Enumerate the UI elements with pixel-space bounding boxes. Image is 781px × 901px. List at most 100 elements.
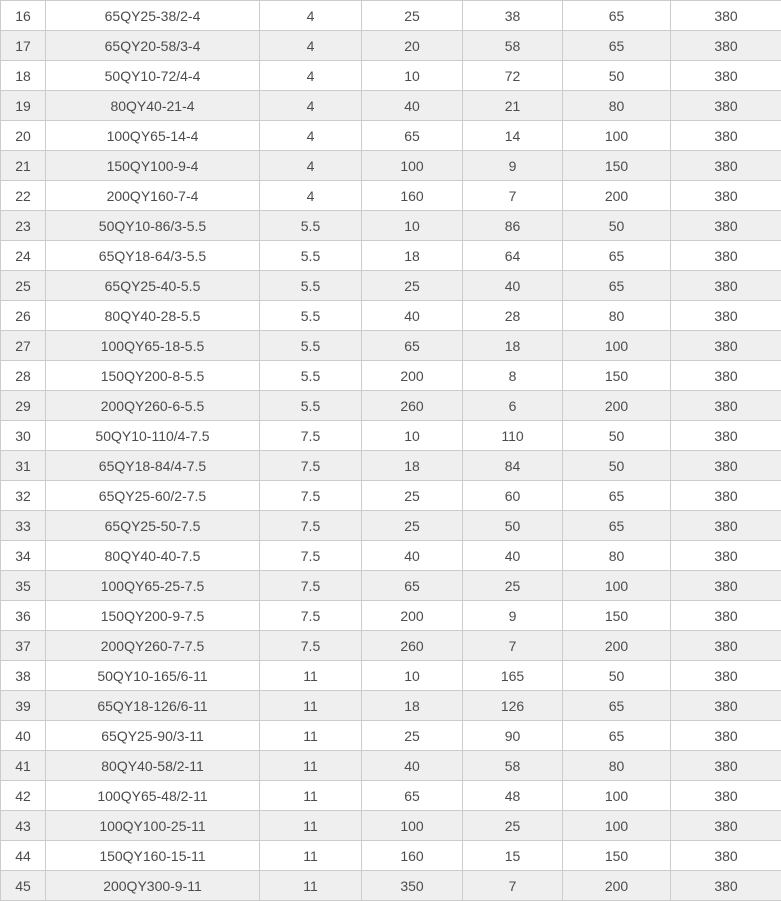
cell-outlet: 100 — [562, 810, 671, 841]
cell-head: 6 — [462, 390, 563, 421]
cell-voltage: 380 — [670, 510, 781, 541]
cell-outlet: 80 — [562, 750, 671, 781]
cell-model: 80QY40-28-5.5 — [45, 300, 260, 331]
cell-model: 80QY40-21-4 — [45, 90, 260, 121]
cell-head: 7 — [462, 630, 563, 661]
cell-head: 18 — [462, 330, 563, 361]
cell-power: 5.5 — [259, 330, 362, 361]
cell-model: 100QY65-25-7.5 — [45, 570, 260, 601]
cell-power: 5.5 — [259, 390, 362, 421]
cell-outlet: 50 — [562, 420, 671, 451]
cell-outlet: 65 — [562, 240, 671, 271]
table-row: 34 80QY40-40-7.5 7.5 40 40 80 380 — [0, 540, 781, 571]
table-row: 16 65QY25-38/2-4 4 25 38 65 380 — [0, 0, 781, 31]
cell-flow: 25 — [361, 270, 463, 301]
cell-row-number: 36 — [0, 600, 46, 631]
table-row: 29 200QY260-6-5.5 5.5 260 6 200 380 — [0, 390, 781, 421]
cell-power: 5.5 — [259, 210, 362, 241]
cell-head: 25 — [462, 810, 563, 841]
cell-flow: 20 — [361, 30, 463, 61]
cell-row-number: 33 — [0, 510, 46, 541]
cell-flow: 40 — [361, 540, 463, 571]
cell-power: 7.5 — [259, 420, 362, 451]
table-row: 24 65QY18-64/3-5.5 5.5 18 64 65 380 — [0, 240, 781, 271]
cell-outlet: 65 — [562, 270, 671, 301]
cell-row-number: 40 — [0, 720, 46, 751]
cell-model: 50QY10-86/3-5.5 — [45, 210, 260, 241]
cell-row-number: 45 — [0, 870, 46, 901]
cell-row-number: 42 — [0, 780, 46, 811]
cell-head: 7 — [462, 180, 563, 211]
cell-flow: 65 — [361, 330, 463, 361]
cell-head: 9 — [462, 150, 563, 181]
cell-flow: 65 — [361, 570, 463, 601]
cell-flow: 100 — [361, 150, 463, 181]
cell-voltage: 380 — [670, 240, 781, 271]
cell-voltage: 380 — [670, 30, 781, 61]
cell-outlet: 65 — [562, 510, 671, 541]
cell-outlet: 80 — [562, 90, 671, 121]
cell-head: 8 — [462, 360, 563, 391]
cell-row-number: 19 — [0, 90, 46, 121]
cell-head: 126 — [462, 690, 563, 721]
cell-flow: 18 — [361, 450, 463, 481]
table-row: 37 200QY260-7-7.5 7.5 260 7 200 380 — [0, 630, 781, 661]
table-row: 33 65QY25-50-7.5 7.5 25 50 65 380 — [0, 510, 781, 541]
cell-flow: 10 — [361, 210, 463, 241]
table-row: 20 100QY65-14-4 4 65 14 100 380 — [0, 120, 781, 151]
table-row: 32 65QY25-60/2-7.5 7.5 25 60 65 380 — [0, 480, 781, 511]
cell-power: 11 — [259, 780, 362, 811]
cell-voltage: 380 — [670, 210, 781, 241]
table-row: 45 200QY300-9-11 11 350 7 200 380 — [0, 870, 781, 901]
cell-flow: 260 — [361, 390, 463, 421]
cell-voltage: 380 — [670, 630, 781, 661]
cell-head: 84 — [462, 450, 563, 481]
cell-head: 40 — [462, 270, 563, 301]
cell-power: 11 — [259, 810, 362, 841]
cell-head: 48 — [462, 780, 563, 811]
cell-flow: 25 — [361, 0, 463, 31]
cell-outlet: 200 — [562, 630, 671, 661]
cell-outlet: 65 — [562, 480, 671, 511]
cell-voltage: 380 — [670, 870, 781, 901]
cell-flow: 260 — [361, 630, 463, 661]
cell-flow: 40 — [361, 90, 463, 121]
cell-outlet: 80 — [562, 540, 671, 571]
cell-row-number: 41 — [0, 750, 46, 781]
cell-flow: 160 — [361, 180, 463, 211]
cell-outlet: 80 — [562, 300, 671, 331]
cell-head: 14 — [462, 120, 563, 151]
cell-voltage: 380 — [670, 570, 781, 601]
cell-voltage: 380 — [670, 60, 781, 91]
cell-power: 11 — [259, 870, 362, 901]
cell-row-number: 43 — [0, 810, 46, 841]
cell-power: 7.5 — [259, 600, 362, 631]
cell-power: 7.5 — [259, 450, 362, 481]
cell-voltage: 380 — [670, 270, 781, 301]
cell-flow: 100 — [361, 810, 463, 841]
cell-row-number: 16 — [0, 0, 46, 31]
cell-row-number: 18 — [0, 60, 46, 91]
cell-power: 7.5 — [259, 480, 362, 511]
cell-row-number: 38 — [0, 660, 46, 691]
cell-model: 65QY25-90/3-11 — [45, 720, 260, 751]
cell-power: 11 — [259, 840, 362, 871]
cell-power: 5.5 — [259, 360, 362, 391]
cell-outlet: 50 — [562, 210, 671, 241]
cell-model: 50QY10-165/6-11 — [45, 660, 260, 691]
cell-flow: 40 — [361, 750, 463, 781]
cell-model: 200QY260-6-5.5 — [45, 390, 260, 421]
cell-head: 90 — [462, 720, 563, 751]
cell-head: 60 — [462, 480, 563, 511]
cell-head: 50 — [462, 510, 563, 541]
cell-outlet: 50 — [562, 60, 671, 91]
cell-power: 5.5 — [259, 270, 362, 301]
cell-flow: 200 — [361, 360, 463, 391]
cell-outlet: 150 — [562, 360, 671, 391]
cell-head: 28 — [462, 300, 563, 331]
table-row: 35 100QY65-25-7.5 7.5 65 25 100 380 — [0, 570, 781, 601]
table-row: 26 80QY40-28-5.5 5.5 40 28 80 380 — [0, 300, 781, 331]
cell-flow: 18 — [361, 240, 463, 271]
cell-row-number: 39 — [0, 690, 46, 721]
cell-head: 64 — [462, 240, 563, 271]
